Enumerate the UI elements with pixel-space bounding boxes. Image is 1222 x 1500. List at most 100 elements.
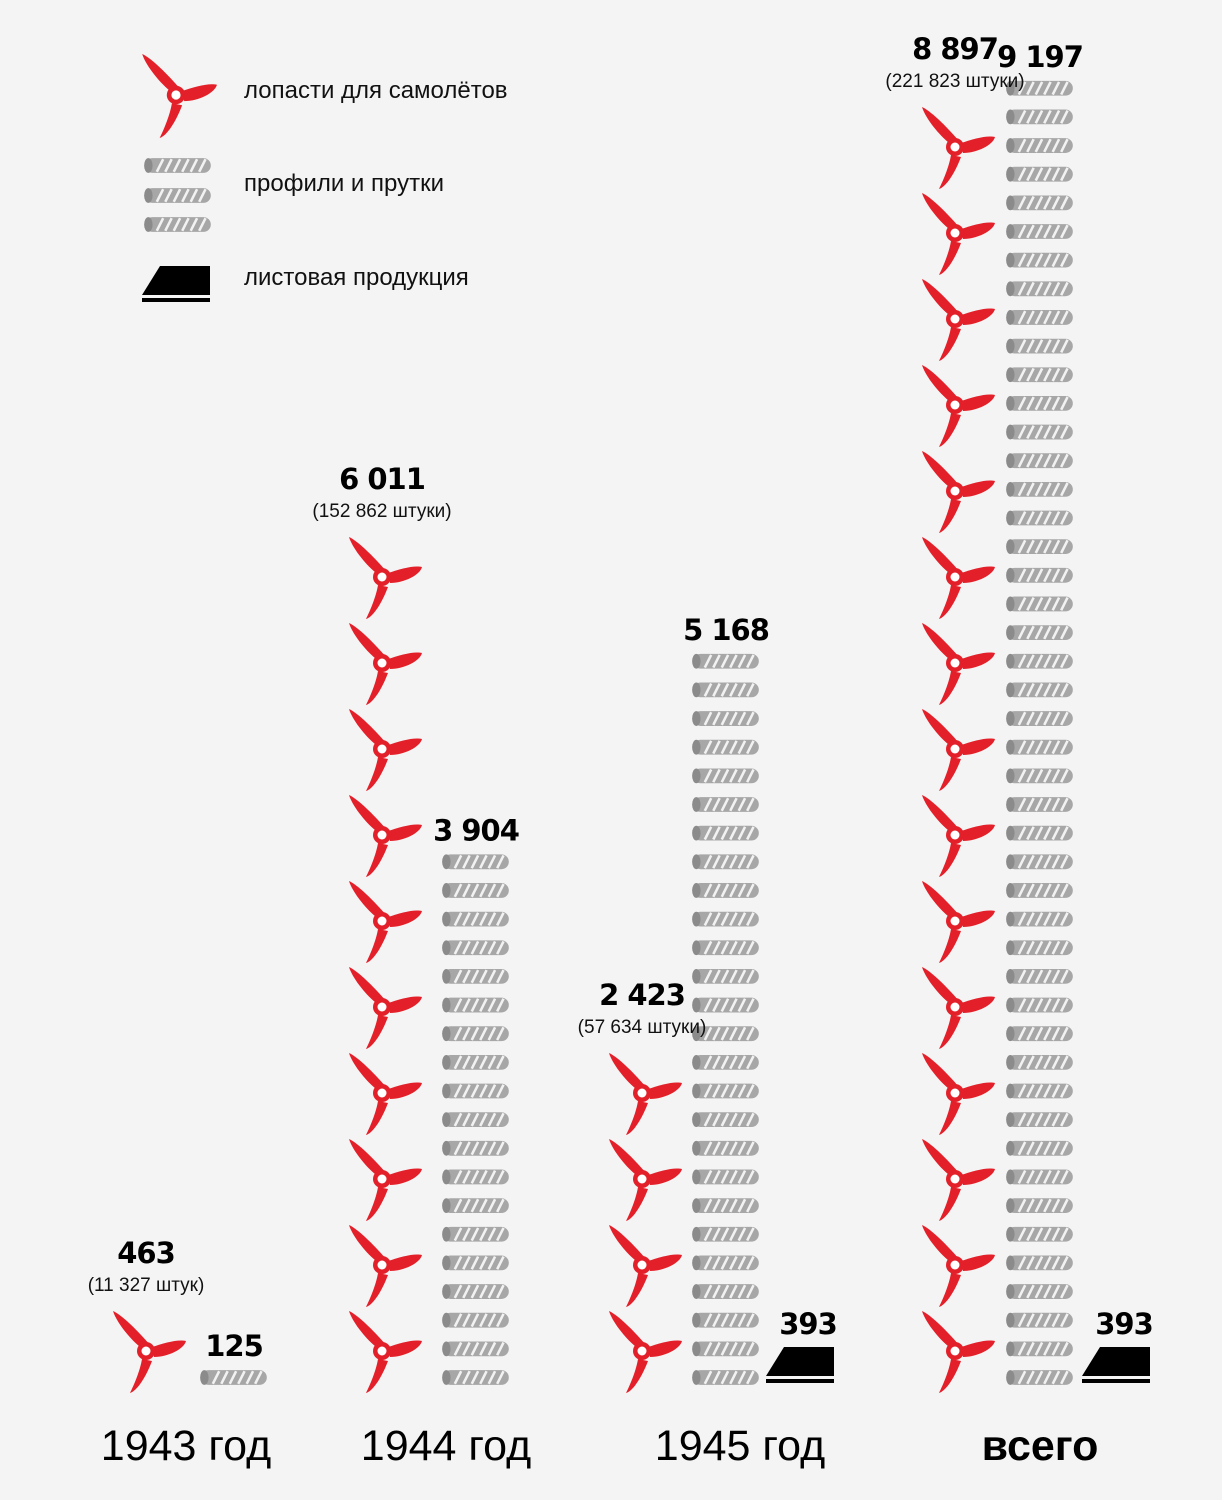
profile-mark xyxy=(690,652,761,670)
profile-mark xyxy=(1004,1283,1075,1301)
blade-mark xyxy=(922,623,995,705)
profile-mark xyxy=(690,681,761,699)
legend-sheet: листовая продукция xyxy=(142,264,469,302)
profile-mark xyxy=(690,1254,761,1272)
profile-mark xyxy=(440,967,511,985)
profile-mark xyxy=(440,910,511,928)
profile-mark xyxy=(1004,1025,1075,1043)
legend-profiles: профили и прутки xyxy=(142,157,444,233)
profile-mark xyxy=(690,939,761,957)
profile-mark xyxy=(1004,1197,1075,1215)
blade-count-label: (11 327 штук) xyxy=(88,1275,205,1296)
profile-mark xyxy=(440,1168,511,1186)
profile-mark xyxy=(440,1025,511,1043)
profile-mark xyxy=(1004,624,1075,642)
profile-mark xyxy=(690,1340,761,1358)
profile-mark xyxy=(690,710,761,728)
blade-mark xyxy=(922,1139,995,1221)
blade-mark xyxy=(349,967,422,1049)
profile-mark xyxy=(1004,967,1075,985)
profile-mark xyxy=(1004,366,1075,384)
profile-value-label: 3 904 xyxy=(433,813,519,847)
profile-mark xyxy=(690,1082,761,1100)
blade-mark xyxy=(922,193,995,275)
blade-mark xyxy=(609,1053,682,1135)
profile-mark xyxy=(1004,337,1075,355)
profile-mark xyxy=(440,1225,511,1243)
blade-count-label: (152 862 штуки) xyxy=(312,501,451,522)
profile-mark xyxy=(1004,853,1075,871)
category-label: 1944 год xyxy=(361,1422,531,1470)
blade-mark xyxy=(922,709,995,791)
category-label: 1943 год xyxy=(101,1422,271,1470)
profile-mark xyxy=(1004,1311,1075,1329)
profile-mark xyxy=(1004,137,1075,155)
blade-mark xyxy=(609,1139,682,1221)
profile-mark xyxy=(1004,480,1075,498)
legend-blades: лопасти для самолётов xyxy=(142,54,508,138)
profile-mark xyxy=(690,910,761,928)
profile-mark xyxy=(440,939,511,957)
profile-value-label: 5 168 xyxy=(683,613,769,647)
profile-mark xyxy=(440,1111,511,1129)
profile-mark xyxy=(690,967,761,985)
profile-mark xyxy=(690,1168,761,1186)
profile-mark xyxy=(690,853,761,871)
profile-mark xyxy=(440,1254,511,1272)
profile-mark xyxy=(1004,194,1075,212)
profile-mark xyxy=(1004,996,1075,1014)
profile-mark xyxy=(440,1369,511,1386)
profile-mark xyxy=(690,796,761,813)
blade-mark xyxy=(922,451,995,533)
profile-mark xyxy=(440,1082,511,1100)
category-label: 1945 год xyxy=(655,1422,825,1470)
category-label: всего xyxy=(982,1422,1099,1470)
legend-sheet-label: листовая продукция xyxy=(244,264,469,291)
profile-mark xyxy=(1004,796,1075,813)
profile-mark xyxy=(1004,881,1075,899)
blade-mark xyxy=(922,967,995,1049)
blade-count-label: (221 823 штуки) xyxy=(885,71,1024,92)
profile-mark xyxy=(1004,595,1075,613)
profile-mark xyxy=(690,881,761,899)
propeller-icon xyxy=(142,54,217,138)
profile-mark xyxy=(440,996,511,1014)
profile-mark xyxy=(440,881,511,899)
sheet-value-label: 393 xyxy=(779,1307,837,1341)
profile-mark xyxy=(1004,681,1075,699)
profile-mark xyxy=(690,738,761,756)
profile-mark xyxy=(440,1139,511,1157)
blade-mark xyxy=(349,1139,422,1221)
profile-mark xyxy=(440,853,511,871)
profile-mark xyxy=(690,1111,761,1129)
blade-mark xyxy=(349,1053,422,1135)
sheet-value-label: 393 xyxy=(1095,1307,1153,1341)
blade-mark xyxy=(922,107,995,189)
profile-mark xyxy=(440,1311,511,1329)
blade-mark xyxy=(349,1311,422,1393)
profile-mark xyxy=(690,1139,761,1157)
blade-mark xyxy=(349,537,422,619)
profile-mark xyxy=(1004,652,1075,670)
blade-value-label: 463 xyxy=(117,1236,175,1270)
blade-mark xyxy=(922,365,995,447)
profile-mark xyxy=(1004,394,1075,412)
profile-mark xyxy=(690,1053,761,1071)
profile-mark xyxy=(1004,509,1075,527)
profile-mark xyxy=(1004,1369,1075,1386)
blade-mark xyxy=(349,881,422,963)
sheet-mark xyxy=(1082,1347,1150,1383)
profile-mark xyxy=(1004,1168,1075,1186)
profile-mark xyxy=(1004,738,1075,756)
blade-value-label: 8 897 xyxy=(912,32,998,66)
profile-mark xyxy=(1004,566,1075,584)
blade-mark xyxy=(349,795,422,877)
blade-mark xyxy=(349,709,422,791)
profile-mark xyxy=(1004,939,1075,957)
profile-mark xyxy=(1004,1053,1075,1071)
blade-mark xyxy=(609,1311,682,1393)
blade-mark xyxy=(349,1225,422,1307)
profile-mark xyxy=(690,1283,761,1301)
profile-mark xyxy=(1004,108,1075,126)
profile-mark xyxy=(1004,1111,1075,1129)
